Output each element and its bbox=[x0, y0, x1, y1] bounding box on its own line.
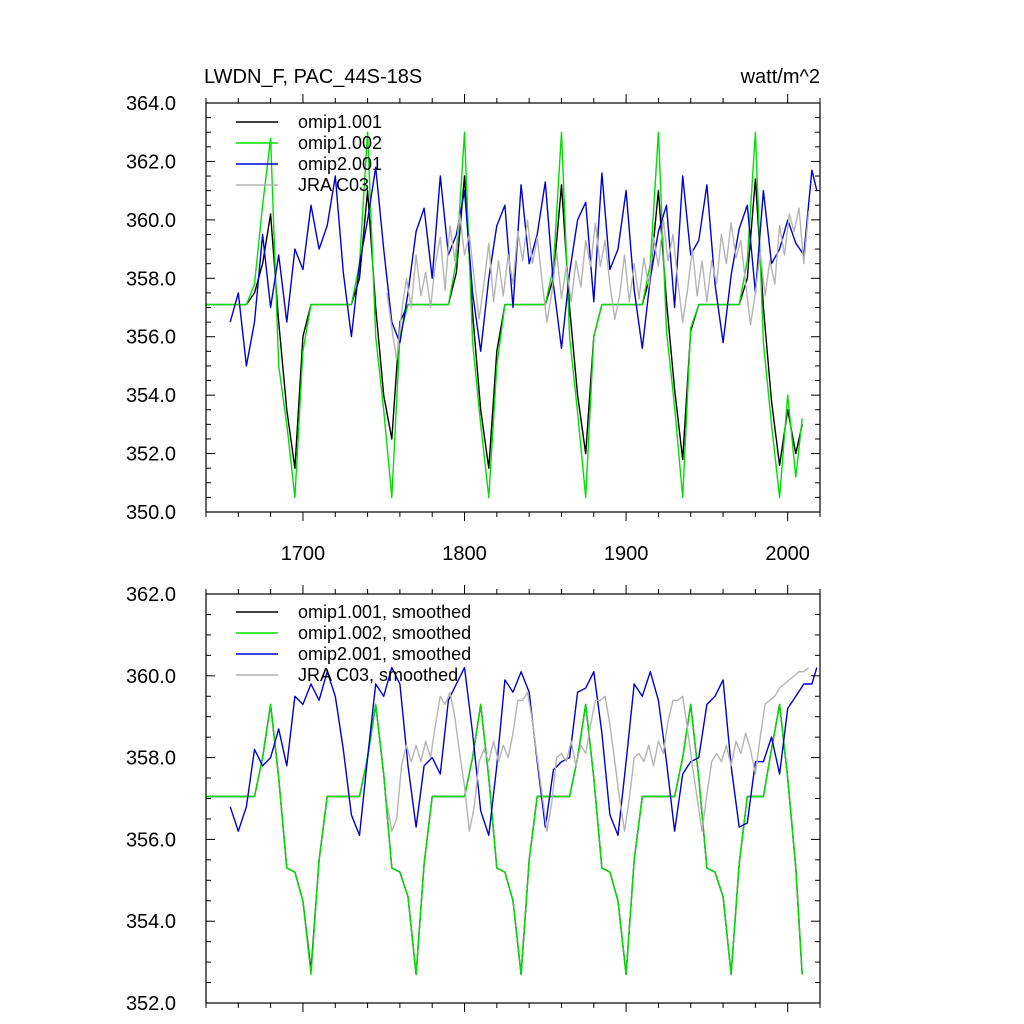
chart-panel-2: 352.0 354.0 356.0 358.0 360.0 362.0 omip1.001,… bbox=[126, 584, 821, 1015]
y-tick-label: 354.0 bbox=[126, 385, 176, 407]
legend-label: omip2.001, smoothed bbox=[298, 644, 471, 664]
x-tick-label: 2000 bbox=[765, 543, 810, 565]
y-tick-label: 364.0 bbox=[126, 93, 176, 115]
y-tick-label: 358.0 bbox=[126, 268, 176, 290]
legend-label: omip1.001, smoothed bbox=[298, 602, 471, 622]
y-tick-label: 356.0 bbox=[126, 327, 176, 349]
legend-label: JRA C03, smoothed bbox=[298, 665, 458, 685]
legend-label: omip2.001 bbox=[298, 154, 382, 174]
series-line-1 bbox=[206, 703, 803, 976]
series-line-3 bbox=[229, 666, 818, 836]
x-tick-label: 1800 bbox=[442, 543, 487, 565]
x-tick-label: 1900 bbox=[604, 543, 649, 565]
y-tick-label: 358.0 bbox=[126, 748, 176, 770]
x-tick-label: 1700 bbox=[281, 543, 326, 565]
y-tick-label: 356.0 bbox=[126, 829, 176, 851]
series-line-2 bbox=[206, 703, 803, 976]
chart-panel-1: LWDN_F, PAC_44S-18S watt/m^2 350.0 352.0 354… bbox=[126, 66, 821, 565]
y-tick-label: 352.0 bbox=[126, 444, 176, 466]
y-tick-label: 352.0 bbox=[126, 993, 176, 1015]
series-line-4 bbox=[386, 667, 810, 832]
y-tick-label: 354.0 bbox=[126, 911, 176, 933]
legend-label: omip1.002 bbox=[298, 133, 382, 153]
series-line-3 bbox=[229, 166, 818, 367]
legend-label: omip1.002, smoothed bbox=[298, 623, 471, 643]
series-line-2 bbox=[206, 131, 803, 499]
legend-label: JRA C03 bbox=[298, 175, 369, 195]
y-tick-label: 360.0 bbox=[126, 666, 176, 688]
y-tick-label: 362.0 bbox=[126, 584, 176, 606]
series-line-4 bbox=[386, 207, 810, 361]
chart-units: watt/m^2 bbox=[740, 66, 820, 88]
y-tick-label: 362.0 bbox=[126, 151, 176, 173]
y-tick-label: 350.0 bbox=[126, 502, 176, 524]
chart-title: LWDN_F, PAC_44S-18S bbox=[204, 66, 422, 88]
legend-label: omip1.001 bbox=[298, 112, 382, 132]
y-tick-label: 360.0 bbox=[126, 210, 176, 232]
